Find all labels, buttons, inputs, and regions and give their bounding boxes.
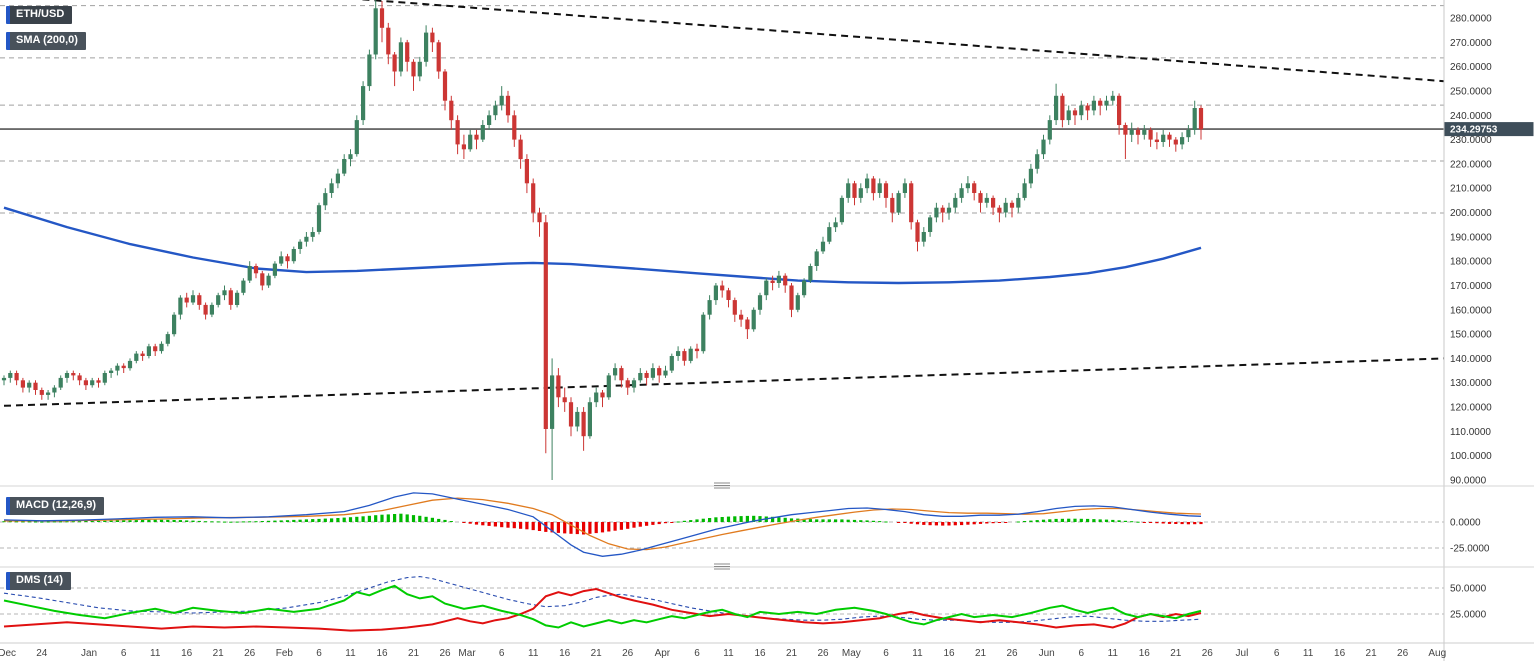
panel-resize-handle[interactable] xyxy=(714,482,730,489)
svg-text:26: 26 xyxy=(1006,648,1018,659)
svg-text:110.0000: 110.0000 xyxy=(1450,427,1491,438)
svg-text:170.0000: 170.0000 xyxy=(1450,281,1492,292)
dms-panel xyxy=(0,576,1444,632)
svg-text:11: 11 xyxy=(345,648,356,659)
macd-line xyxy=(3,492,1202,557)
svg-text:21: 21 xyxy=(1170,648,1182,659)
svg-text:11: 11 xyxy=(150,648,161,659)
svg-text:11: 11 xyxy=(528,648,539,659)
svg-text:6: 6 xyxy=(316,648,322,659)
candles-layer xyxy=(1,0,1204,480)
svg-text:230.0000: 230.0000 xyxy=(1450,135,1492,146)
svg-text:11: 11 xyxy=(912,648,923,659)
svg-text:Jan: Jan xyxy=(81,648,97,659)
sma-200-line xyxy=(3,206,1202,285)
svg-text:16: 16 xyxy=(181,648,193,659)
svg-text:16: 16 xyxy=(1334,648,1346,659)
svg-text:270.0000: 270.0000 xyxy=(1450,38,1492,49)
price-axis-background xyxy=(1444,0,1534,661)
svg-text:6: 6 xyxy=(1079,648,1085,659)
svg-text:160.0000: 160.0000 xyxy=(1450,305,1492,316)
svg-text:234.29753: 234.29753 xyxy=(1450,125,1498,136)
svg-text:26: 26 xyxy=(439,648,451,659)
macd-panel xyxy=(0,492,1444,557)
svg-text:280.0000: 280.0000 xyxy=(1450,14,1492,25)
svg-text:16: 16 xyxy=(559,648,571,659)
sma-legend-badge[interactable]: SMA (200,0) xyxy=(6,32,86,50)
svg-text:Dec: Dec xyxy=(0,648,16,659)
svg-text:11: 11 xyxy=(1108,648,1119,659)
svg-text:21: 21 xyxy=(975,648,987,659)
svg-text:200.0000: 200.0000 xyxy=(1450,208,1492,219)
svg-text:Aug: Aug xyxy=(1428,648,1446,659)
svg-text:Jul: Jul xyxy=(1236,648,1249,659)
svg-text:24: 24 xyxy=(36,648,48,659)
plus-di-line xyxy=(3,584,1202,629)
svg-text:220.0000: 220.0000 xyxy=(1450,159,1492,170)
svg-text:6: 6 xyxy=(694,648,700,659)
adx-line xyxy=(3,576,1202,623)
svg-text:150.0000: 150.0000 xyxy=(1450,330,1492,341)
svg-text:21: 21 xyxy=(591,648,603,659)
svg-text:120.0000: 120.0000 xyxy=(1450,403,1492,414)
svg-text:16: 16 xyxy=(1139,648,1151,659)
svg-text:210.0000: 210.0000 xyxy=(1450,184,1492,195)
svg-text:90.0000: 90.0000 xyxy=(1450,476,1487,487)
svg-text:May: May xyxy=(842,648,861,659)
price-axis-ticks: 280.0000 270.0000 260.0000 250.0000 240.0000… xyxy=(1450,14,1492,621)
svg-text:21: 21 xyxy=(786,648,798,659)
svg-text:16: 16 xyxy=(376,648,388,659)
symbol-badge: ETH/USD xyxy=(6,6,73,24)
svg-text:21: 21 xyxy=(408,648,420,659)
svg-text:Apr: Apr xyxy=(655,648,671,659)
svg-text:Jun: Jun xyxy=(1039,648,1055,659)
svg-text:Mar: Mar xyxy=(458,648,476,659)
svg-text:6: 6 xyxy=(1274,648,1280,659)
ascending-support xyxy=(3,357,1445,407)
svg-text:240.0000: 240.0000 xyxy=(1450,111,1492,122)
svg-text:26: 26 xyxy=(622,648,634,659)
svg-text:130.0000: 130.0000 xyxy=(1450,378,1492,389)
dms-legend-badge[interactable]: DMS (14) xyxy=(6,572,72,590)
svg-text:26: 26 xyxy=(1397,648,1409,659)
svg-text:6: 6 xyxy=(499,648,505,659)
svg-text:Feb: Feb xyxy=(276,648,294,659)
macd-legend-badge[interactable]: MACD (12,26,9) xyxy=(6,497,105,515)
svg-text:11: 11 xyxy=(723,648,734,659)
svg-text:180.0000: 180.0000 xyxy=(1450,257,1492,268)
svg-text:21: 21 xyxy=(1366,648,1378,659)
descending-resistance xyxy=(357,0,1445,83)
svg-text:26: 26 xyxy=(1202,648,1214,659)
svg-text:21: 21 xyxy=(213,648,225,659)
time-axis: Dec 24 Jan 6 11 16 21 26 Feb 6 11 16 21 26 Mar 6 11 16 21 2… xyxy=(0,648,1446,659)
svg-text:190.0000: 190.0000 xyxy=(1450,232,1492,243)
svg-text:-25.0000: -25.0000 xyxy=(1450,544,1490,555)
minus-di-line xyxy=(3,587,1202,632)
svg-text:100.0000: 100.0000 xyxy=(1450,451,1492,462)
pivot-level-lines xyxy=(0,5,1444,214)
svg-text:6: 6 xyxy=(883,648,889,659)
trendlines xyxy=(3,0,1445,407)
svg-text:11: 11 xyxy=(1303,648,1314,659)
svg-text:50.0000: 50.0000 xyxy=(1450,584,1487,595)
svg-text:6: 6 xyxy=(121,648,127,659)
svg-text:16: 16 xyxy=(754,648,766,659)
panel-resize-handle[interactable] xyxy=(714,563,730,570)
macd-signal-line xyxy=(3,497,1202,551)
svg-text:250.0000: 250.0000 xyxy=(1450,86,1492,97)
svg-text:26: 26 xyxy=(817,648,829,659)
svg-text:26: 26 xyxy=(244,648,256,659)
svg-text:25.0000: 25.0000 xyxy=(1450,610,1487,621)
svg-text:0.0000: 0.0000 xyxy=(1450,518,1481,529)
svg-text:140.0000: 140.0000 xyxy=(1450,354,1492,365)
svg-text:16: 16 xyxy=(943,648,955,659)
svg-text:260.0000: 260.0000 xyxy=(1450,62,1492,73)
current-price-badge: 234.29753 xyxy=(1444,122,1534,137)
